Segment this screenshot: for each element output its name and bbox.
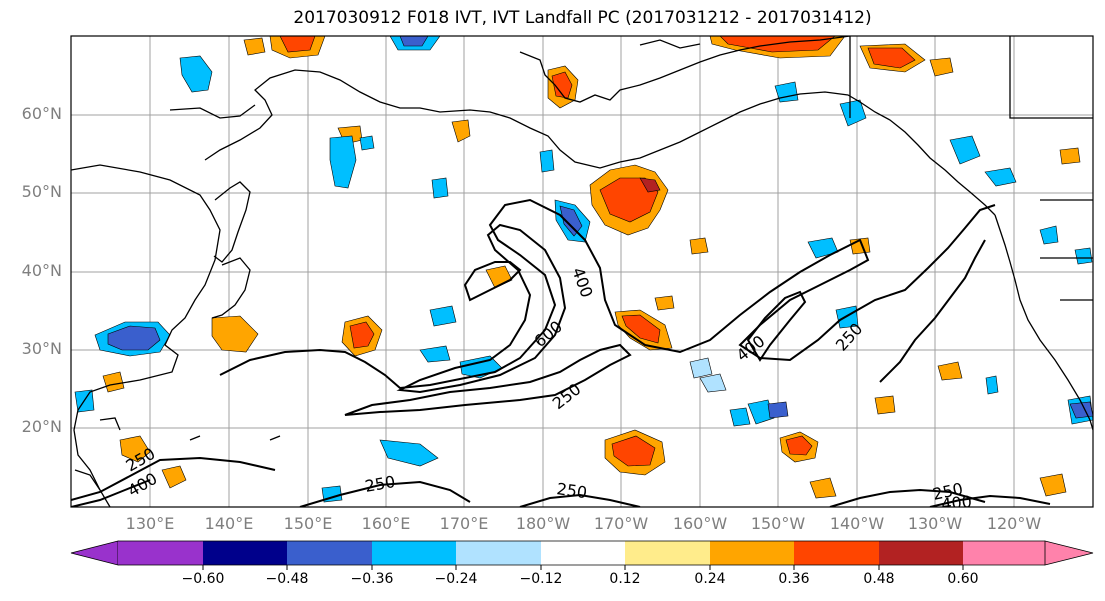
colorbar-segment-10b [1044,540,1094,566]
lon-label-180w: 180°W [515,514,571,533]
lat-label-20n: 20°N [21,417,62,436]
colorbar-segment-8 [794,541,879,565]
colorbar-tick-label: −0.24 [434,571,478,587]
lon-label-120w: 120°W [986,514,1042,533]
colorbar-tick-label: 0.24 [694,571,726,587]
map-title: 2017030912 F018 IVT, IVT Landfall PC (20… [293,8,872,28]
colorbar-tick-label: −0.60 [181,571,225,587]
lon-label-150w: 150°W [750,514,806,533]
lat-label-40n: 40°N [21,261,62,280]
colorbar-segment-4 [456,541,541,565]
colorbar-segment-10 [963,541,1045,565]
colorbar-segment-2 [287,541,372,565]
lon-label-130w: 130°W [907,514,963,533]
lon-label-140w: 140°W [829,514,885,533]
colorbar [70,540,1094,570]
lat-label-30n: 30°N [21,339,62,358]
lon-label-170w: 170°W [593,514,649,533]
lon-label-150e: 150°E [283,514,333,533]
lon-label-130e: 130°E [125,514,175,533]
colorbar-tick-label: −0.36 [350,571,394,587]
colorbar-segment-0b [118,541,203,565]
lon-label-160e: 160°E [361,514,411,533]
colorbar-segment-6 [625,541,710,565]
colorbar-tick-label: 0.48 [863,571,895,587]
plot-frame [70,35,1094,508]
colorbar-segment-5 [541,541,625,565]
contour-label-400-d: 400 [940,492,972,514]
lon-label-170e: 170°E [439,514,489,533]
colorbar-segment-9 [879,541,963,565]
lon-label-140e: 140°E [204,514,254,533]
colorbar-tick-label: 0.36 [778,571,810,587]
colorbar-tick-label: −0.12 [519,571,563,587]
gridlines [71,36,1093,507]
coastlines [71,36,1093,507]
lat-label-50n: 50°N [21,182,62,201]
colorbar-segment-3 [372,541,456,565]
colorbar-segment-7 [710,541,794,565]
colorbar-tick-label: 0.12 [609,571,641,587]
colorbar-tick-label: 0.60 [947,571,979,587]
lat-label-60n: 60°N [21,104,62,123]
lon-label-160w: 160°W [672,514,728,533]
colorbar-tick-label: −0.48 [265,571,309,587]
colorbar-segment-0 [70,540,119,566]
ivt-contours [71,198,1051,507]
positive-anomaly-shading [102,36,1081,499]
colorbar-segment-1 [203,541,287,565]
contour-label-250-e: 250 [555,479,588,502]
